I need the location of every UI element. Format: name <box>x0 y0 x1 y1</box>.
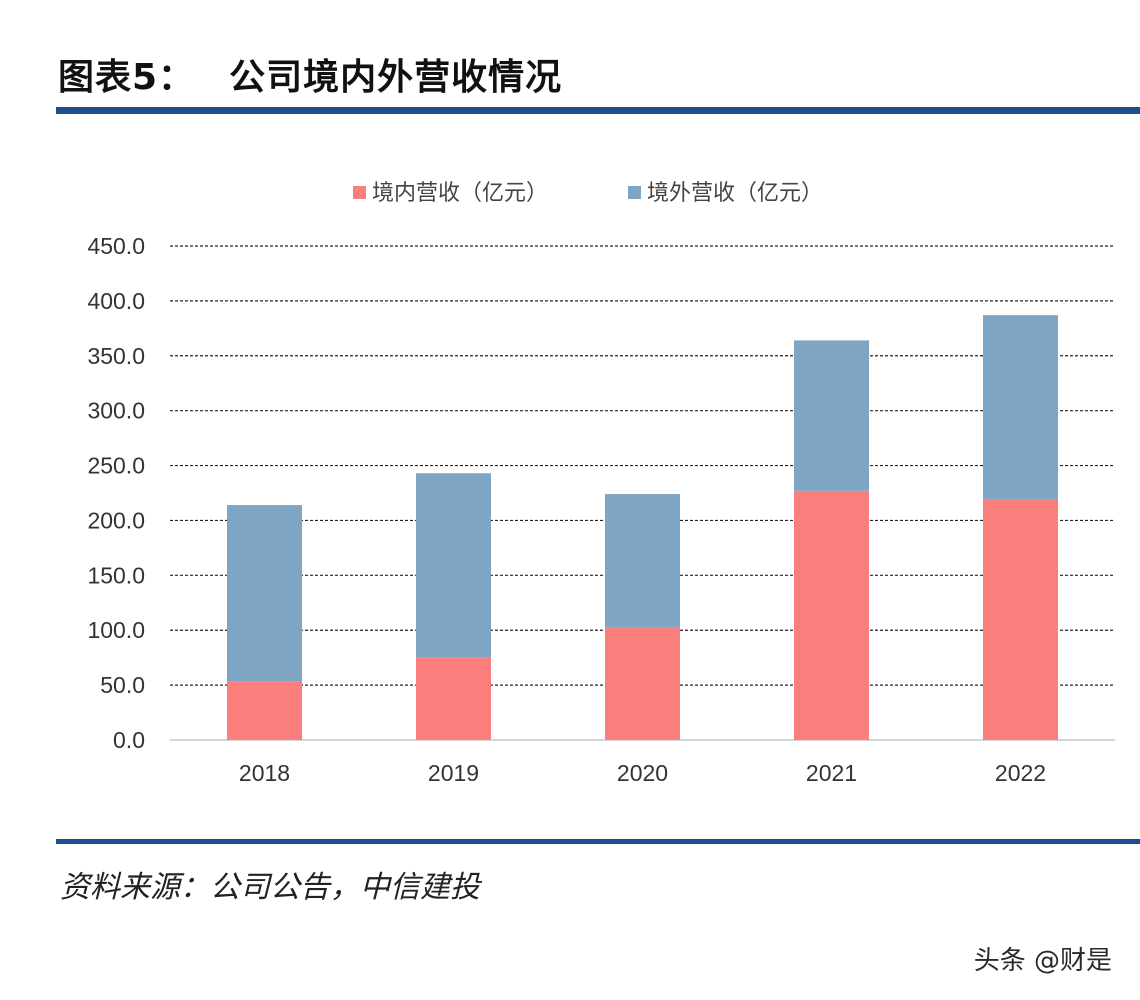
y-tick-label: 450.0 <box>87 233 145 259</box>
bar-domestic <box>794 490 869 740</box>
bar-domestic <box>227 681 302 740</box>
y-tick-label: 350.0 <box>87 343 145 369</box>
bar-overseas <box>227 505 302 682</box>
bar-overseas <box>794 340 869 491</box>
figure-label: 图表5： <box>58 57 196 98</box>
legend-swatch-overseas <box>628 186 641 199</box>
bar-overseas <box>983 315 1058 500</box>
legend-swatch-domestic <box>353 186 366 199</box>
bar-domestic <box>983 499 1058 740</box>
bar-overseas <box>605 494 680 627</box>
x-tick-label: 2022 <box>995 760 1046 786</box>
bottom-rule <box>56 839 1140 844</box>
bar-domestic <box>605 626 680 740</box>
y-tick-label: 150.0 <box>87 562 145 588</box>
x-tick-label: 2018 <box>239 760 290 786</box>
legend-label-domestic: 境内营收（亿元） <box>372 181 548 206</box>
watermark: 头条 @财是 <box>973 946 1112 976</box>
y-tick-label: 400.0 <box>87 288 145 314</box>
x-tick-label: 2021 <box>806 760 857 786</box>
bar-overseas <box>416 473 491 658</box>
bar-domestic <box>416 657 491 740</box>
figure-title: 公司境内外营收情况 <box>229 57 563 98</box>
y-tick-label: 0.0 <box>113 727 145 753</box>
y-tick-label: 200.0 <box>87 507 145 533</box>
y-tick-label: 100.0 <box>87 617 145 643</box>
x-tick-label: 2019 <box>428 760 479 786</box>
stacked-bar-chart: 0.0 50.0 100.0 150.0 200.0 250.0 300.0 350.0 400… <box>87 181 1115 786</box>
legend-label-overseas: 境外营收（亿元） <box>647 181 823 206</box>
chart-title: 图表5： 公司境内外营收情况 <box>58 46 562 102</box>
y-tick-label: 250.0 <box>87 453 145 479</box>
y-tick-label: 50.0 <box>100 672 145 698</box>
top-rule <box>56 107 1140 114</box>
x-tick-label: 2020 <box>617 760 668 786</box>
y-tick-label: 300.0 <box>87 398 145 424</box>
source-note: 资料来源：公司公告，中信建投 <box>60 870 480 905</box>
